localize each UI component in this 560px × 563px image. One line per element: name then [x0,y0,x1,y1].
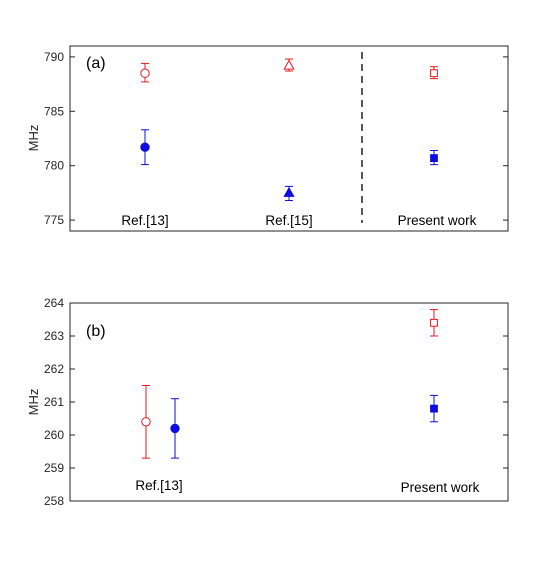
panel-a-group-label-ref15: Ref.[15] [265,213,312,228]
y-tick-label: 262 [44,362,64,376]
panel-b-y-axis-label: MHz [26,389,41,416]
data-point-triangle [283,186,295,197]
data-point-square [430,154,438,162]
panel-a: 775 780 785 790 (a) MHz Ref.[13] Ref.[15] P… [26,45,509,232]
y-tick-label: 260 [44,428,64,442]
y-tick-label: 790 [44,50,64,64]
data-point-circle [141,417,151,427]
panel-a-label: (a) [86,55,106,72]
panel-a-group-label-ref13: Ref.[13] [121,213,168,228]
y-tick-label: 264 [44,296,64,310]
panel-b-marks [141,309,438,459]
panel-b: 258 259 260 261 262 263 264 (b) MHz Ref.[13] P… [26,296,509,508]
panel-b-group-label-present-work: Present work [401,480,480,495]
panel-b-label: (b) [86,323,106,340]
data-point-circle [140,142,150,152]
panel-b-group-label-ref13: Ref.[13] [135,478,182,493]
data-point-circle [170,423,180,434]
panel-b-axes-box [69,302,509,502]
y-tick-label: 258 [44,494,64,508]
data-point-circle [140,68,150,78]
data-point-square [430,404,438,413]
y-tick-label: 775 [44,213,64,227]
y-tick-label: 785 [44,104,64,118]
data-point-square [430,69,438,78]
data-point-square [430,318,438,327]
panel-a-group-label-present-work: Present work [398,213,477,228]
panel-a-axes-box [69,45,509,232]
panel-b-y-ticks: 258 259 260 261 262 263 264 [44,296,508,508]
panel-a-marks [140,58,438,202]
y-tick-label: 261 [44,395,64,409]
y-tick-label: 780 [44,159,64,173]
y-tick-label: 259 [44,461,64,475]
data-point-triangle [283,59,295,70]
y-tick-label: 263 [44,329,64,343]
panel-a-y-ticks: 775 780 785 790 [44,50,508,227]
panel-a-y-axis-label: MHz [26,125,41,152]
